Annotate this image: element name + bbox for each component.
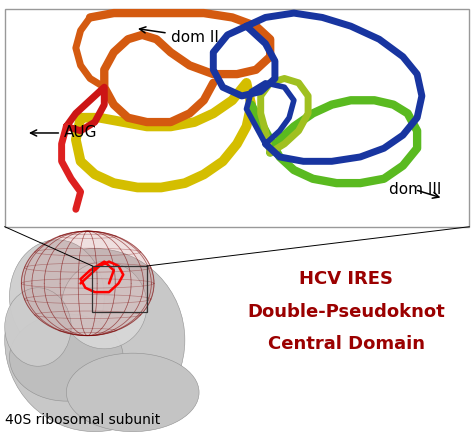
Ellipse shape [5,249,185,432]
Text: 40S ribosomal subunit: 40S ribosomal subunit [5,413,160,427]
Text: dom II: dom II [139,27,219,44]
Ellipse shape [62,262,147,349]
Ellipse shape [9,314,123,401]
Bar [92,266,147,312]
Bar [5,9,469,227]
Text: HCV IRES: HCV IRES [299,270,393,288]
Text: Central Domain: Central Domain [267,335,425,354]
Text: Double-Pseudoknot: Double-Pseudoknot [247,303,445,321]
Ellipse shape [9,240,104,353]
Text: AUG: AUG [30,126,98,140]
Ellipse shape [5,288,71,366]
Ellipse shape [66,353,199,432]
Text: dom III: dom III [389,182,441,198]
Ellipse shape [21,231,154,336]
